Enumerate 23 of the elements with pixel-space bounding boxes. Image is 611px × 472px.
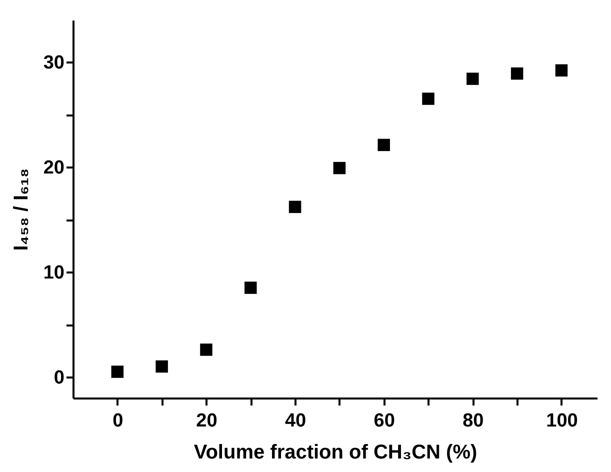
y-tick-label: 10	[43, 262, 64, 284]
point	[510, 67, 524, 80]
point	[111, 366, 124, 378]
point	[156, 360, 168, 373]
y-axis-title: I₄₅₈ / I₆₁₈	[10, 168, 32, 251]
y-tick-label: 20	[43, 158, 64, 178]
y-tick-label: 30	[43, 52, 64, 74]
point	[466, 72, 479, 85]
x-tick-label: 80	[462, 410, 484, 432]
x-axis-title: Volume fraction of CH₃CN (%)	[194, 442, 478, 464]
x-tick-label: 20	[196, 410, 218, 432]
x-tick-label: 0	[112, 410, 124, 432]
point	[288, 200, 302, 214]
point	[333, 162, 346, 174]
point	[200, 344, 212, 356]
x-tick-label: 60	[374, 410, 395, 432]
x-tick-label: 40	[284, 410, 306, 432]
x-tick-label: 100	[546, 410, 578, 432]
point	[422, 92, 434, 105]
point	[244, 282, 257, 294]
point	[378, 138, 390, 152]
y-tick-label: 0	[54, 368, 64, 388]
point	[555, 64, 568, 77]
